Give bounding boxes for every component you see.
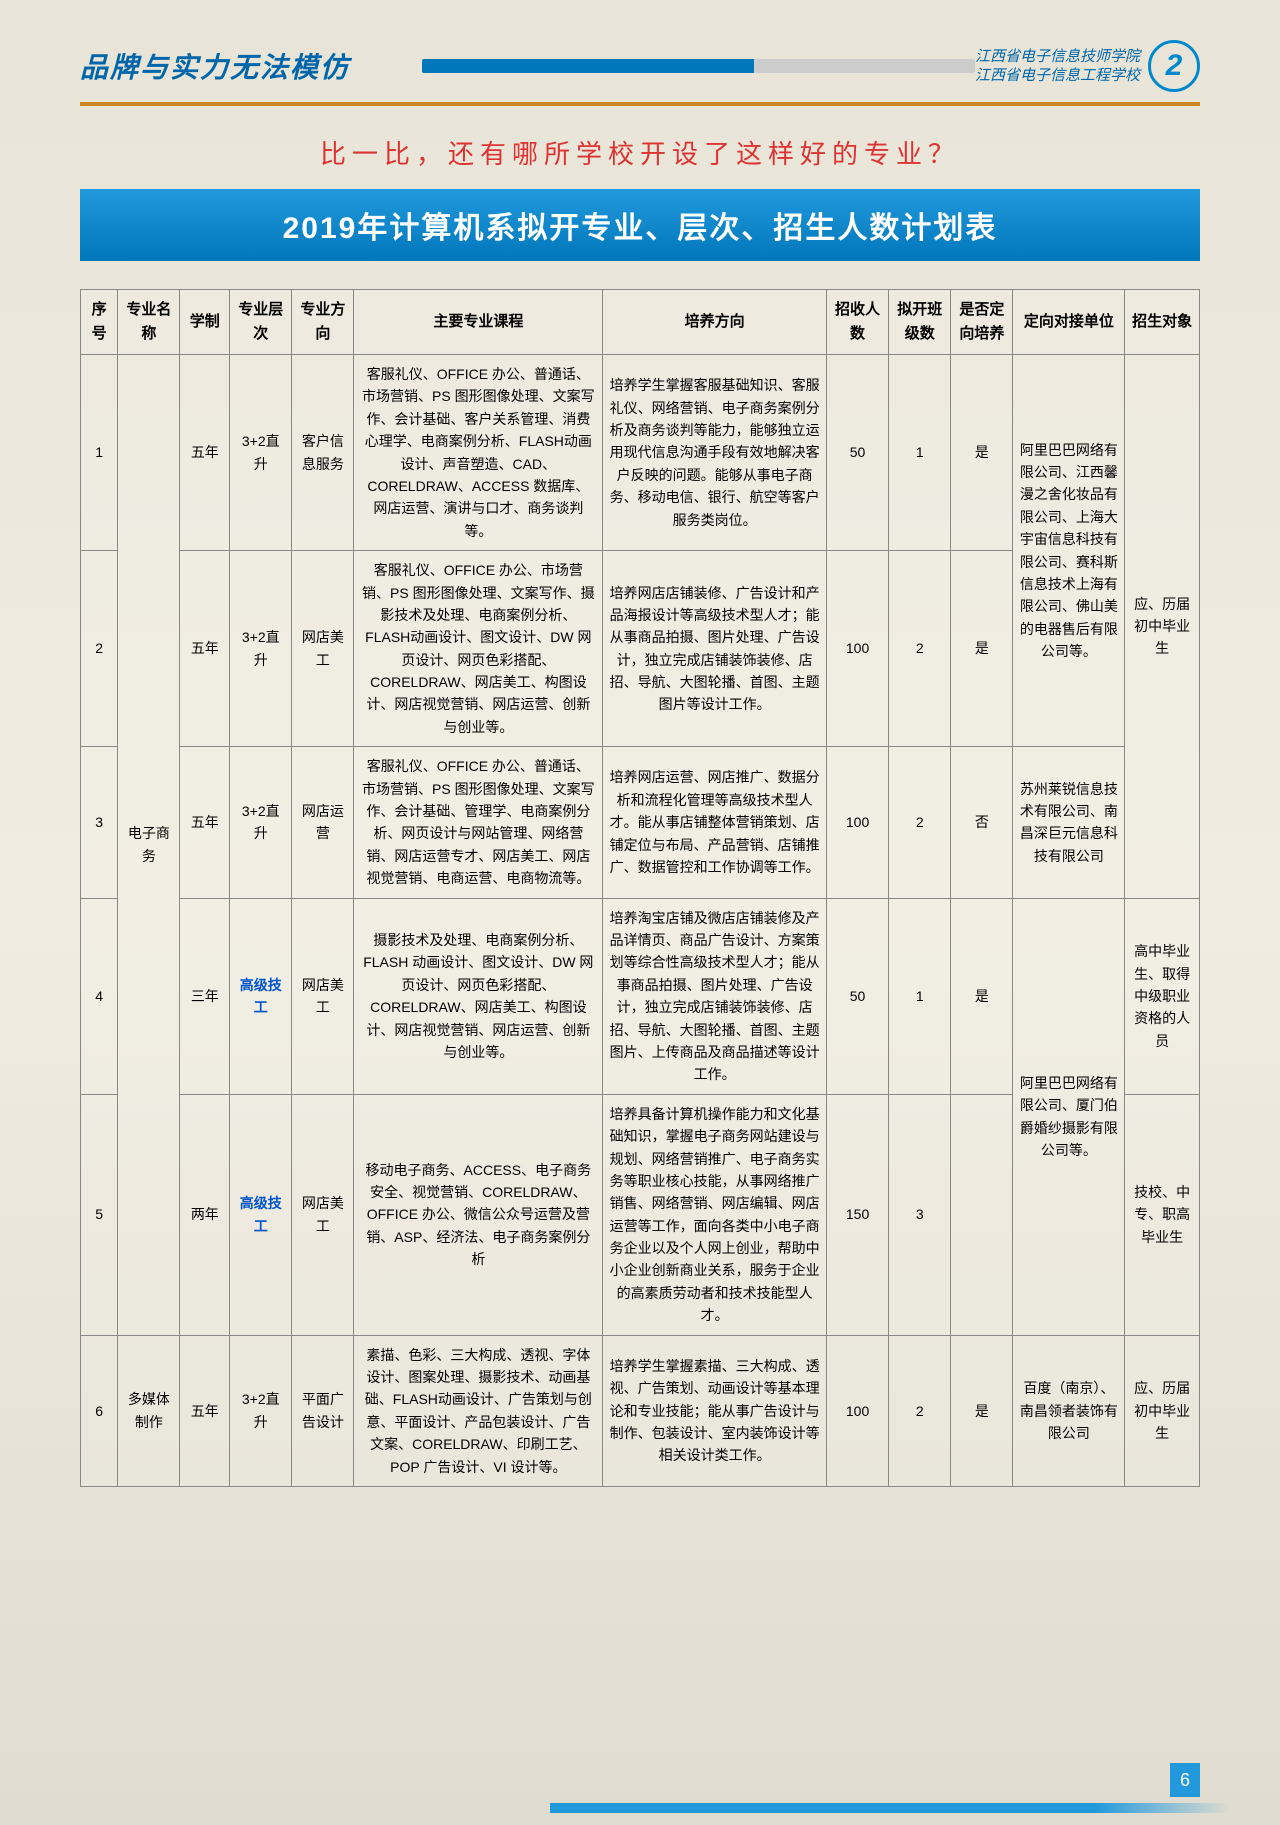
cell-dur: 五年: [180, 551, 230, 747]
table-header-row: 序号 专业名称 学制 专业层次 专业方向 主要专业课程 培养方向 招收人数 拟开…: [81, 290, 1200, 355]
cell-target-1-3: 应、历届初中毕业生: [1125, 355, 1200, 899]
cell-orient: 是: [951, 551, 1013, 747]
th-unit: 定向对接单位: [1013, 290, 1125, 355]
header-bar: 品牌与实力无法模仿 江西省电子信息技师学院 江西省电子信息工程学校 2: [80, 40, 1200, 92]
cell-train: 培养具备计算机操作能力和文化基础知识，掌握电子商务网站建设与规划、网络营销推广、…: [603, 1094, 827, 1335]
cell-level: 高级技工: [230, 1094, 292, 1335]
cell-orient: 是: [951, 1335, 1013, 1486]
cell-target: 高中毕业生、取得中级职业资格的人员: [1125, 898, 1200, 1094]
cell-dur: 五年: [180, 747, 230, 898]
cell-course: 摄影技术及处理、电商案例分析、FLASH 动画设计、图文设计、DW 网页设计、网…: [354, 898, 603, 1094]
cell-orient: 是: [951, 898, 1013, 1094]
cell-level: 3+2直升: [230, 355, 292, 551]
cell-major-media: 多媒体制作: [118, 1335, 180, 1486]
cell-class: 1: [889, 355, 951, 551]
cell-train: 培养学生掌握客服基础知识、客服礼仪、网络营销、电子商务案例分析及商务谈判等能力，…: [603, 355, 827, 551]
th-num: 招收人数: [826, 290, 888, 355]
cell-seq: 5: [81, 1094, 118, 1335]
table-title-banner: 2019年计算机系拟开专业、层次、招生人数计划表: [80, 189, 1200, 261]
cell-dur: 两年: [180, 1094, 230, 1335]
cell-dir: 客户信息服务: [292, 355, 354, 551]
th-dur: 学制: [180, 290, 230, 355]
compare-question: 比一比，还有哪所学校开设了这样好的专业？: [80, 134, 1200, 171]
header-divider: [422, 59, 975, 73]
cell-dur: 三年: [180, 898, 230, 1094]
school-names: 江西省电子信息技师学院 江西省电子信息工程学校: [975, 47, 1140, 86]
cell-target: 技校、中专、职高毕业生: [1125, 1094, 1200, 1335]
enrollment-plan-table: 序号 专业名称 学制 专业层次 专业方向 主要专业课程 培养方向 招收人数 拟开…: [80, 289, 1200, 1487]
th-major: 专业名称: [118, 290, 180, 355]
school-name-1: 江西省电子信息技师学院: [975, 47, 1140, 67]
cell-num: 100: [826, 747, 888, 898]
cell-dir: 平面广告设计: [292, 1335, 354, 1486]
cell-unit-4-5: 阿里巴巴网络有限公司、厦门伯爵婚纱摄影有限公司等。: [1013, 898, 1125, 1335]
cell-class: 2: [889, 1335, 951, 1486]
cell-seq: 2: [81, 551, 118, 747]
cell-dir: 网店美工: [292, 551, 354, 747]
cell-orient: [951, 1094, 1013, 1335]
cell-num: 50: [826, 355, 888, 551]
cell-unit: 百度（南京）、南昌领者装饰有限公司: [1013, 1335, 1125, 1486]
table-row: 1 电子商务 五年 3+2直升 客户信息服务 客服礼仪、OFFICE 办公、普通…: [81, 355, 1200, 551]
th-target: 招生对象: [1125, 290, 1200, 355]
cell-target: 应、历届初中毕业生: [1125, 1335, 1200, 1486]
school-name-2: 江西省电子信息工程学校: [975, 66, 1140, 86]
th-seq: 序号: [81, 290, 118, 355]
cell-num: 100: [826, 551, 888, 747]
cell-dir: 网店运营: [292, 747, 354, 898]
cell-dir: 网店美工: [292, 898, 354, 1094]
cell-seq: 3: [81, 747, 118, 898]
th-level: 专业层次: [230, 290, 292, 355]
cell-seq: 6: [81, 1335, 118, 1486]
th-orient: 是否定向培养: [951, 290, 1013, 355]
cell-train: 培养网店运营、网店推广、数据分析和流程化管理等高级技术型人才。能从事店铺整体营销…: [603, 747, 827, 898]
cell-seq: 4: [81, 898, 118, 1094]
th-class: 拟开班级数: [889, 290, 951, 355]
table-row: 6 多媒体制作 五年 3+2直升 平面广告设计 素描、色彩、三大构成、透视、字体…: [81, 1335, 1200, 1486]
cell-level: 高级技工: [230, 898, 292, 1094]
cell-course: 客服礼仪、OFFICE 办公、市场营销、PS 图形图像处理、文案写作、摄影技术及…: [354, 551, 603, 747]
cell-level: 3+2直升: [230, 551, 292, 747]
cell-class: 3: [889, 1094, 951, 1335]
cell-dur: 五年: [180, 355, 230, 551]
table-row: 4 三年 高级技工 网店美工 摄影技术及处理、电商案例分析、FLASH 动画设计…: [81, 898, 1200, 1094]
page-number: 6: [1170, 1763, 1200, 1797]
cell-class: 2: [889, 747, 951, 898]
cell-unit-1-2: 阿里巴巴网络有限公司、江西馨漫之舍化妆品有限公司、上海大宇宙信息科技有限公司、赛…: [1013, 355, 1125, 747]
cell-train: 培养网店店铺装修、广告设计和产品海报设计等高级技术型人才；能从事商品拍摄、图片处…: [603, 551, 827, 747]
cell-num: 100: [826, 1335, 888, 1486]
cell-course: 移动电子商务、ACCESS、电子商务安全、视觉营销、CORELDRAW、OFFI…: [354, 1094, 603, 1335]
cell-course: 客服礼仪、OFFICE 办公、普通话、市场营销、PS 图形图像处理、文案写作、会…: [354, 355, 603, 551]
cell-seq: 1: [81, 355, 118, 551]
footer-bar: [550, 1803, 1230, 1813]
cell-unit: 苏州莱锐信息技术有限公司、南昌深巨元信息科技有限公司: [1013, 747, 1125, 898]
th-train: 培养方向: [603, 290, 827, 355]
cell-num: 50: [826, 898, 888, 1094]
cell-train: 培养淘宝店铺及微店店铺装修及产品详情页、商品广告设计、方案策划等综合性高级技术型…: [603, 898, 827, 1094]
cell-orient: 否: [951, 747, 1013, 898]
cell-orient: 是: [951, 355, 1013, 551]
th-course: 主要专业课程: [354, 290, 603, 355]
cell-course: 素描、色彩、三大构成、透视、字体设计、图案处理、摄影技术、动画基础、FLASH动…: [354, 1335, 603, 1486]
cell-train: 培养学生掌握素描、三大构成、透视、广告策划、动画设计等基本理论和专业技能；能从事…: [603, 1335, 827, 1486]
cell-course: 客服礼仪、OFFICE 办公、普通话、市场营销、PS 图形图像处理、文案写作、会…: [354, 747, 603, 898]
cell-class: 2: [889, 551, 951, 747]
orange-divider: [80, 102, 1200, 106]
cell-num: 150: [826, 1094, 888, 1335]
cell-class: 1: [889, 898, 951, 1094]
table-row: 3 五年 3+2直升 网店运营 客服礼仪、OFFICE 办公、普通话、市场营销、…: [81, 747, 1200, 898]
cell-dur: 五年: [180, 1335, 230, 1486]
cell-dir: 网店美工: [292, 1094, 354, 1335]
cell-major-ecom: 电子商务: [118, 355, 180, 1336]
logo-badge: 2: [1148, 40, 1200, 92]
header-slogan: 品牌与实力无法模仿: [80, 46, 350, 86]
cell-level: 3+2直升: [230, 747, 292, 898]
cell-level: 3+2直升: [230, 1335, 292, 1486]
th-dir: 专业方向: [292, 290, 354, 355]
